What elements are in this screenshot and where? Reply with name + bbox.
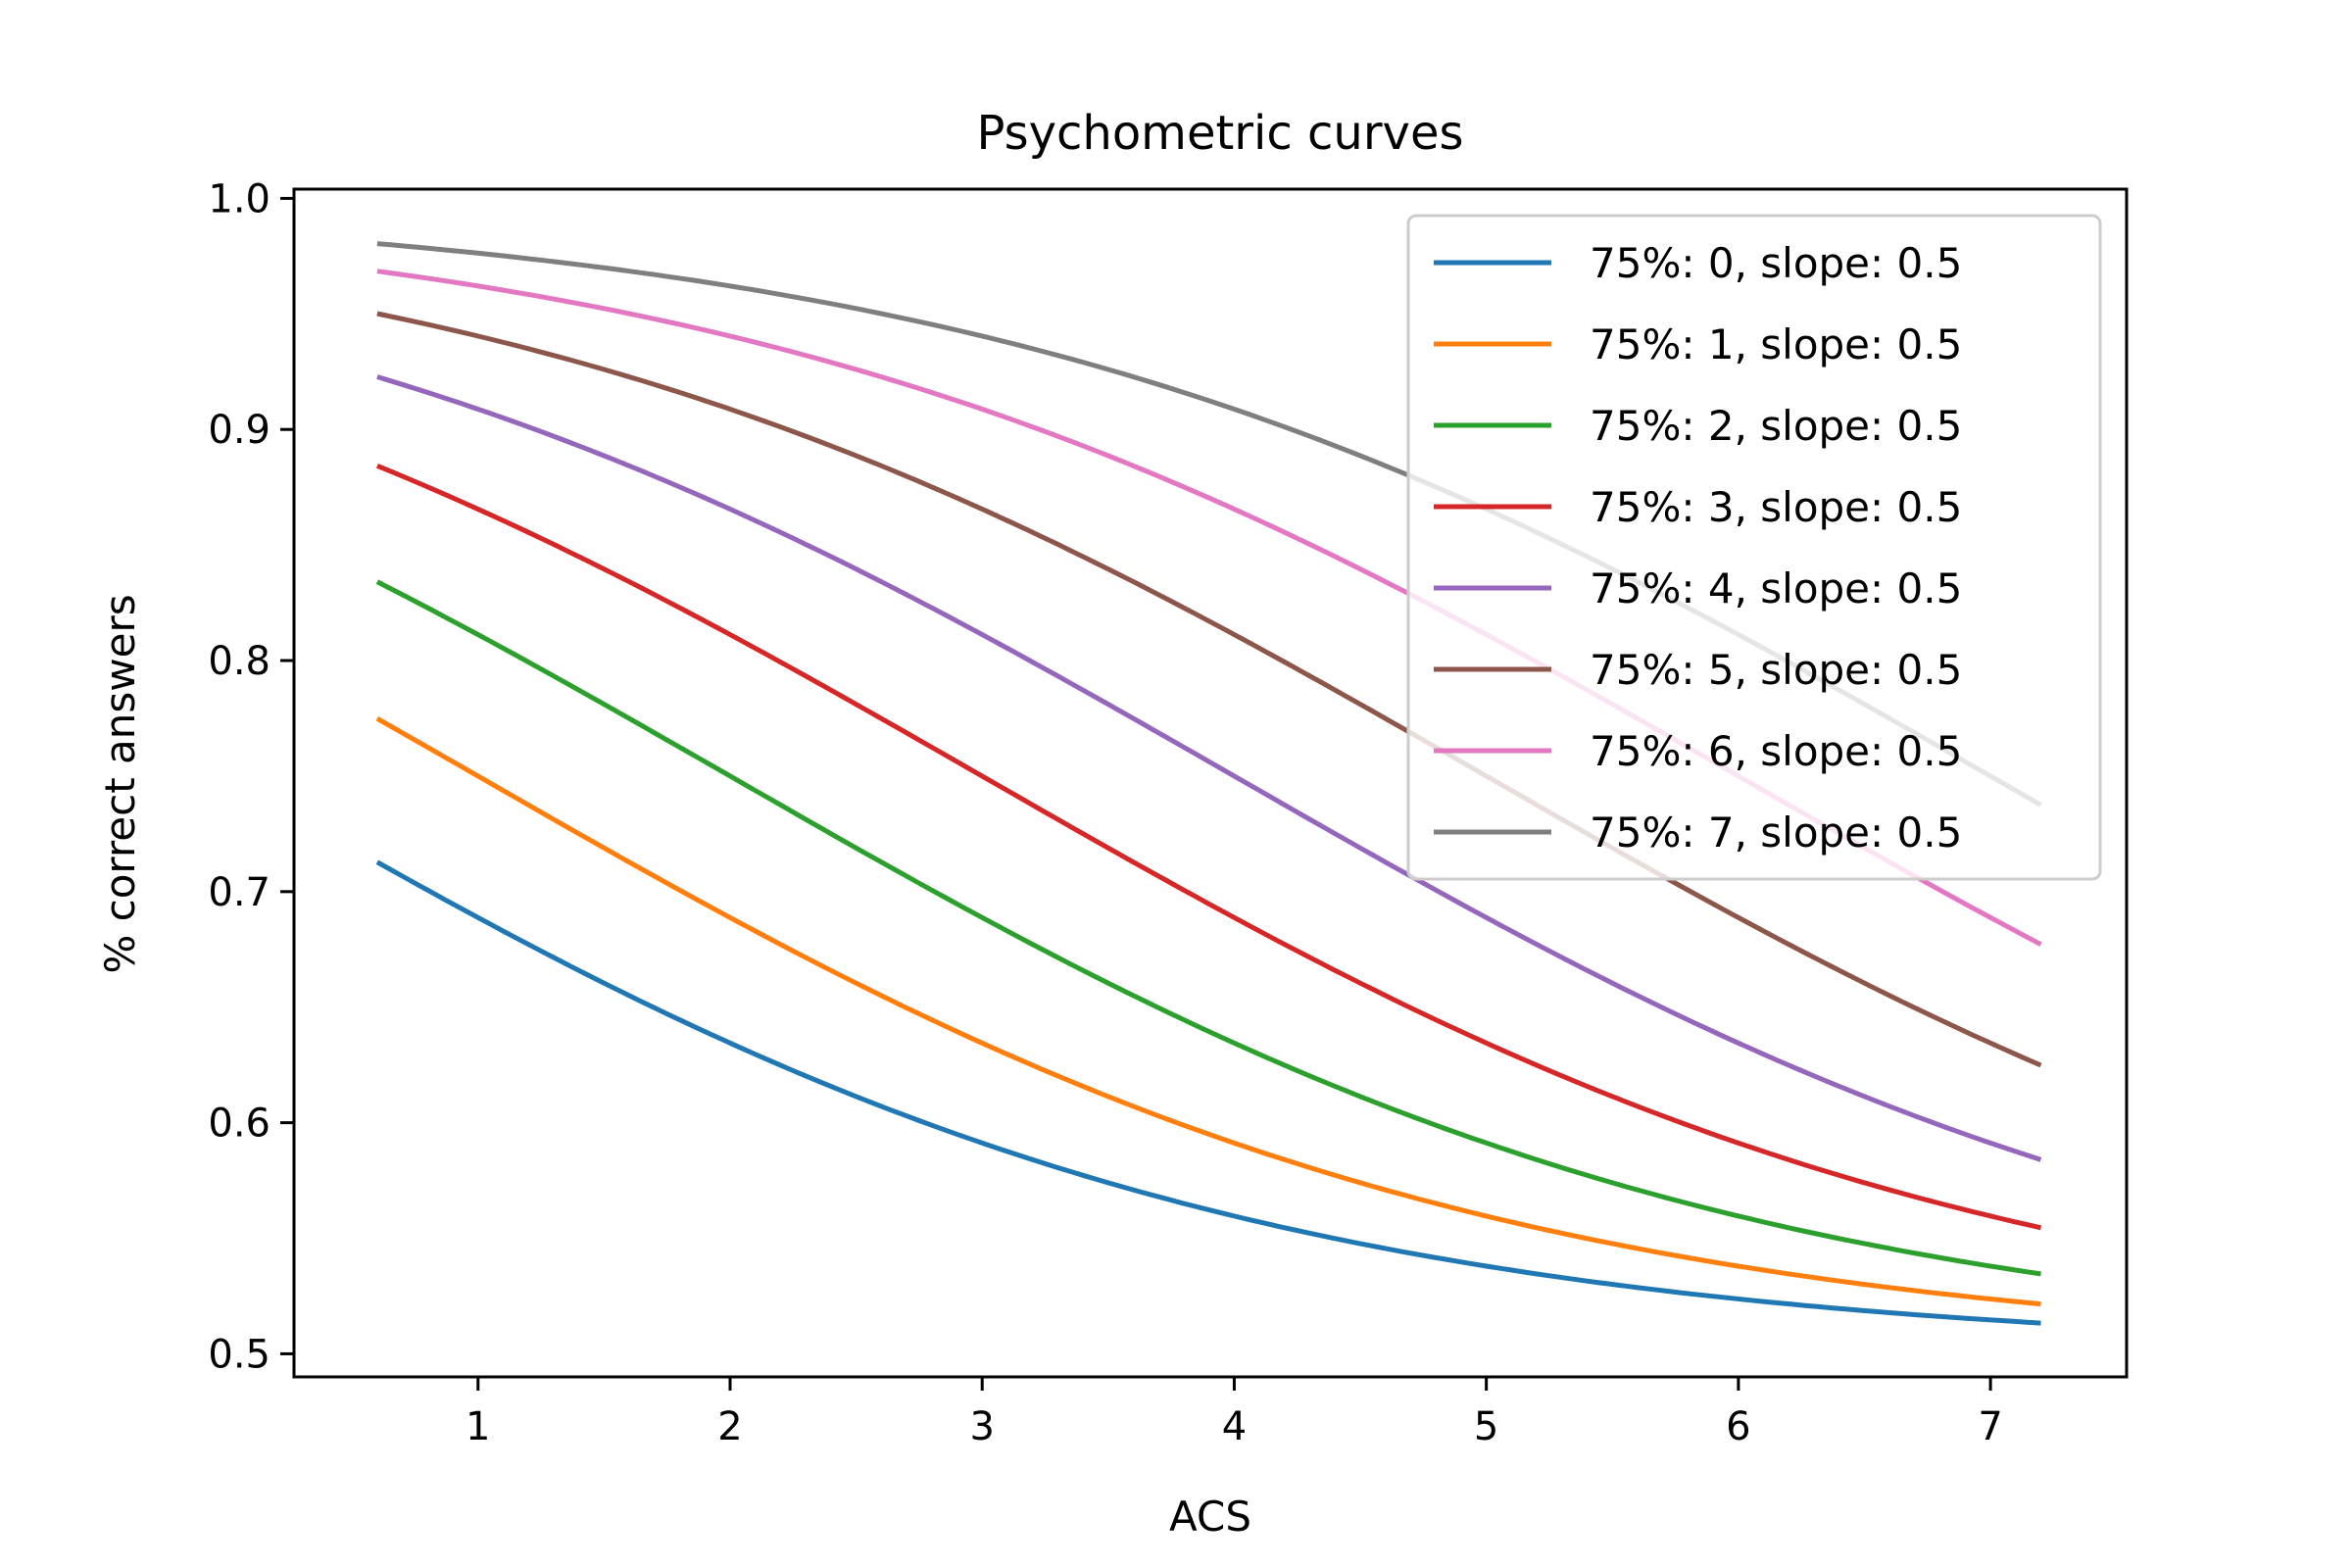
legend: 75%: 0, slope: 0.5 75%: 1, slope: 0.5 75%:…: [1406, 214, 2102, 881]
x-tick-label: 5: [1474, 1404, 1498, 1449]
series-line-5: [376, 311, 2042, 1068]
x-axis-ticks: 1 2 3 4 5 6 7: [466, 1377, 2003, 1449]
x-tick-label: 4: [1222, 1404, 1247, 1449]
series-line-3: [375, 463, 2042, 1231]
x-tick-label: 3: [969, 1404, 994, 1449]
x-tick-label: 1: [466, 1404, 490, 1449]
legend-label-3: 75%: 3, slope: 0.5: [1590, 483, 1962, 531]
legend-label-5: 75%: 5, slope: 0.5: [1590, 646, 1962, 694]
legend-label-4: 75%: 4, slope: 0.5: [1590, 564, 1962, 612]
x-tick-label: 2: [717, 1404, 742, 1449]
y-axis-ticks: 0.5 0.6 0.7 0.8 0.9 1.0: [208, 176, 294, 1377]
x-axis-label: ACS: [1169, 1493, 1251, 1541]
y-tick-label: 0.8: [208, 639, 270, 684]
y-tick-label: 1.0: [208, 176, 270, 221]
series-line-0: [375, 859, 2041, 1326]
legend-label-2: 75%: 2, slope: 0.5: [1590, 402, 1962, 450]
plot-area-frame: [292, 187, 2129, 1379]
legend-items: 75%: 0, slope: 0.5 75%: 1, slope: 0.5 75%:…: [1434, 239, 1962, 857]
legend-label-1: 75%: 1, slope: 0.5: [1590, 320, 1962, 368]
legend-label-6: 75%: 6, slope: 0.5: [1590, 727, 1962, 775]
y-axis-label: % correct answers: [96, 594, 144, 973]
y-tick-label: 0.5: [208, 1332, 270, 1377]
series-line-4: [376, 374, 2042, 1162]
x-tick-label: 7: [1978, 1404, 2002, 1449]
series-line-1: [375, 716, 2041, 1307]
y-tick-label: 0.9: [208, 408, 270, 453]
legend-box: [1406, 214, 2102, 881]
legend-label-0: 75%: 0, slope: 0.5: [1590, 239, 1962, 287]
x-tick-label: 6: [1726, 1404, 1750, 1449]
y-tick-label: 0.6: [208, 1102, 270, 1147]
chart-title: Psychometric curves: [976, 106, 1463, 161]
y-tick-label: 0.7: [208, 870, 270, 915]
legend-label-7: 75%: 7, slope: 0.5: [1590, 808, 1962, 857]
series-line-2: [375, 579, 2041, 1277]
